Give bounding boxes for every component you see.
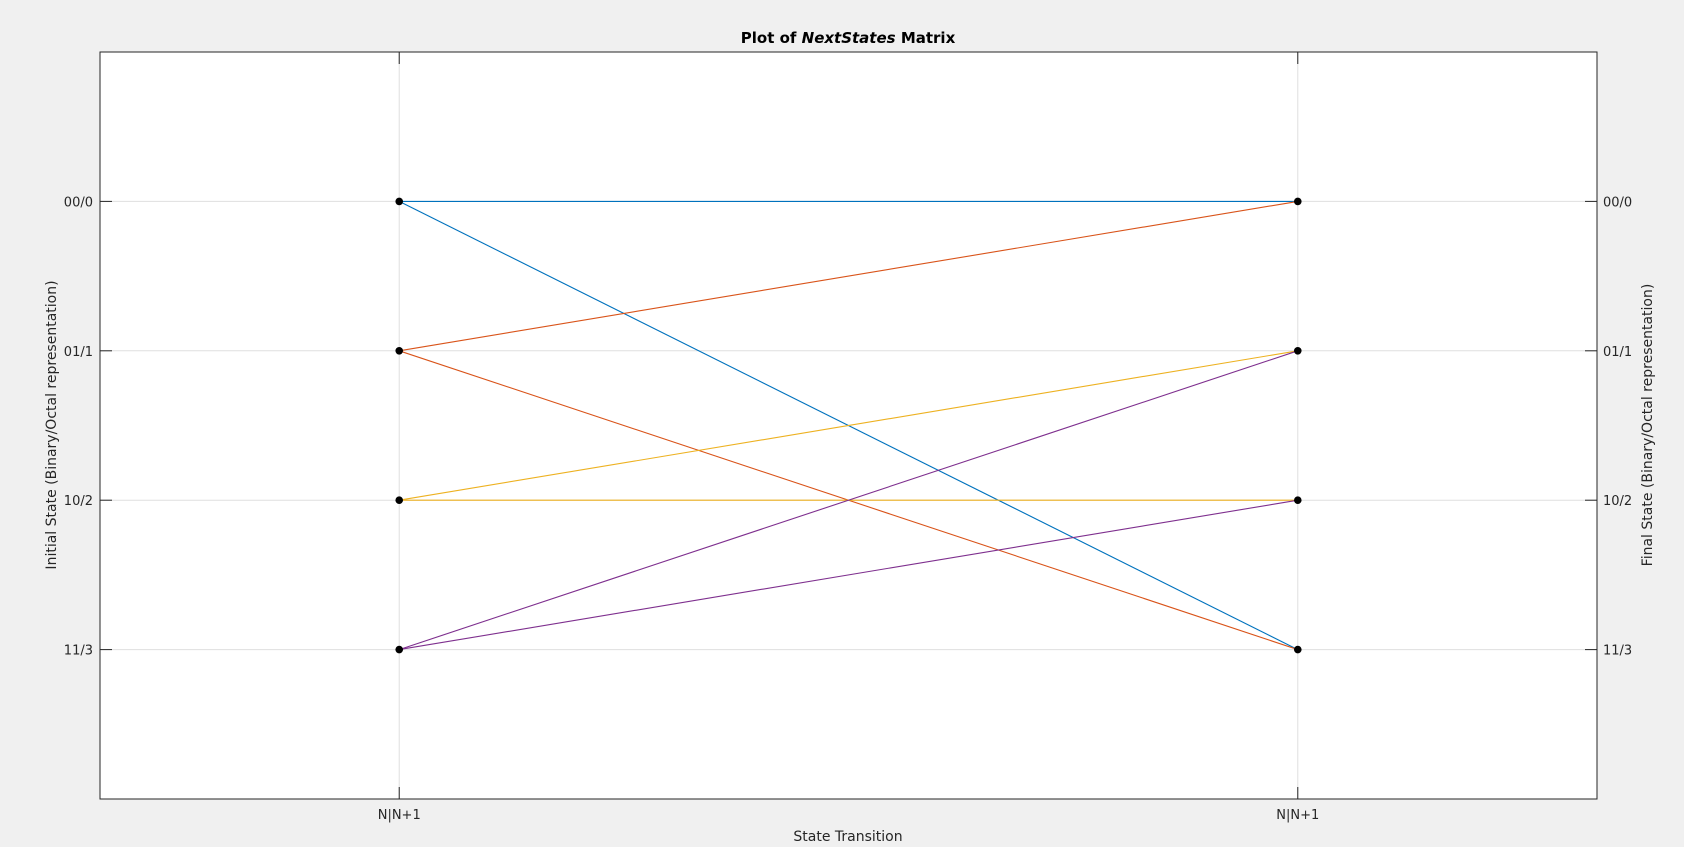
chart-title: Plot of NextStates Matrix: [741, 29, 956, 47]
transition-line-2-1: [399, 200, 1298, 352]
state-marker-1-2: [395, 347, 404, 355]
axis-ticks: N|N+1 N|N+1 00/0 00/0 01/1 01/1 10/2 10/2 11/3 11…: [64, 52, 1632, 823]
transition-lines: [398, 200, 1299, 651]
x-axis-label: State Transition: [793, 829, 902, 845]
y-tick-label-right-1: 00/0: [1603, 195, 1632, 210]
state-markers: [395, 197, 1302, 654]
state-marker-1-4: [395, 645, 404, 654]
y-tick-label-right-4: 11/3: [1603, 644, 1632, 659]
y-tick-label-left-1: 00/0: [64, 195, 93, 210]
y-tick-label-right-2: 01/1: [1603, 345, 1632, 360]
y-tick-label-left-3: 10/2: [64, 494, 93, 509]
state-marker-2-1: [1293, 197, 1302, 206]
state-marker-2-2: [1293, 347, 1302, 355]
y-tick-label-right-3: 10/2: [1603, 494, 1632, 509]
y-tick-label-left-4: 11/3: [64, 644, 93, 659]
chart-title-emphasis: NextStates: [802, 29, 896, 47]
x-tick-label-1: N|N+1: [378, 808, 421, 823]
state-marker-2-4: [1293, 645, 1302, 654]
chart-title-prefix: Plot of: [741, 29, 802, 47]
transition-line-4-1: [399, 350, 1298, 651]
state-marker-1-3: [395, 496, 404, 505]
plot-frame: [99, 51, 1598, 800]
y-axis-label-left: Initial State (Binary/Octal representati…: [44, 280, 60, 569]
state-marker-1-1: [395, 197, 404, 206]
state-marker-2-3: [1293, 496, 1302, 505]
transition-line-4-2: [399, 499, 1298, 651]
y-axis-label-right: Final State (Binary/Octal representation…: [1640, 284, 1656, 567]
y-tick-label-left-2: 01/1: [64, 345, 93, 360]
x-tick-label-2: N|N+1: [1276, 808, 1319, 823]
chart-title-suffix: Matrix: [896, 29, 956, 47]
transition-line-3-1: [399, 350, 1298, 501]
